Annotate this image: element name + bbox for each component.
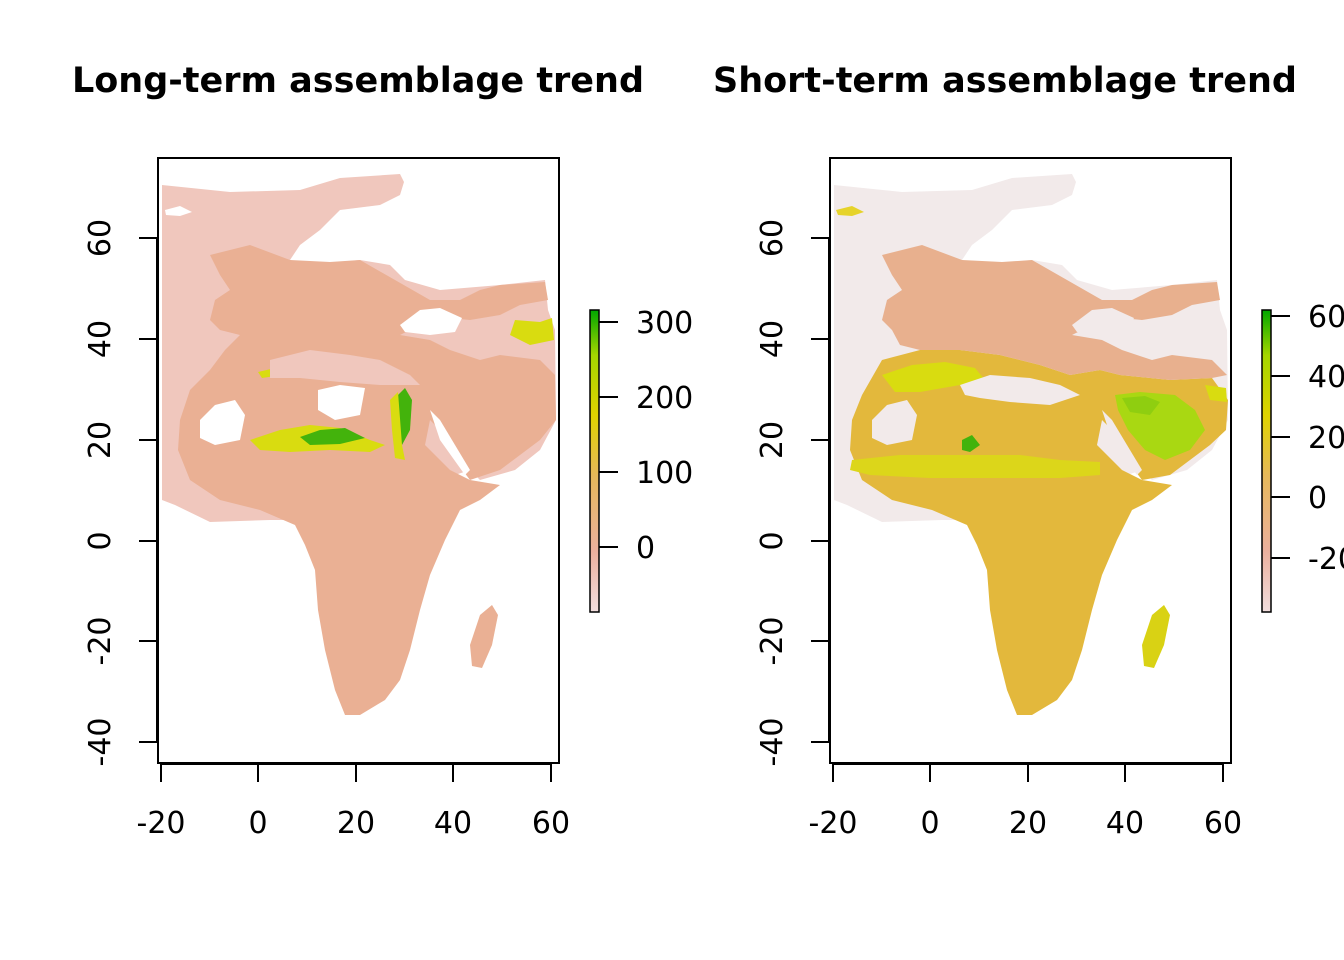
raster-europe: [882, 245, 1227, 380]
y-tick-label: 40: [83, 320, 118, 358]
raster-red-sea: [430, 410, 470, 475]
raster-land: [850, 350, 1228, 715]
raster-black-sea: [400, 308, 462, 335]
raster-madagascar: [470, 605, 498, 668]
x-tick-label: -20: [137, 806, 186, 841]
raster-nile-band: [390, 392, 405, 460]
x-tick-label: 60: [1204, 806, 1242, 841]
y-axis: [139, 237, 158, 743]
x-tick-label: 0: [920, 806, 939, 841]
raster-iceland: [165, 206, 192, 216]
legend-tick-label: 40: [1308, 360, 1344, 395]
raster-caucasus-high: [510, 318, 554, 345]
panel-short-term: Short-term assemblage trend: [713, 61, 1344, 841]
y-tick-labels: -40 -20 0 20 40 60: [83, 219, 118, 767]
raster-caspian-region: [1205, 385, 1227, 402]
raster-sahara-hotspot: [962, 435, 980, 452]
panel-title: Short-term assemblage trend: [713, 61, 1297, 101]
legend-tick-label: 20: [1308, 421, 1344, 456]
x-tick-label: 20: [337, 806, 375, 841]
legend-tick-label: 300: [636, 306, 693, 341]
x-tick-label: -20: [809, 806, 858, 841]
y-tick-label: 0: [83, 531, 118, 550]
x-tick-label: 0: [248, 806, 267, 841]
legend-colorbar: [589, 309, 600, 613]
panel-long-term: Long-term assemblage trend: [72, 61, 693, 841]
raster-sahara-lake-1: [872, 400, 917, 445]
raster-red-sea: [1102, 410, 1142, 475]
y-tick-label: -40: [83, 718, 118, 767]
x-tick-label: 40: [1106, 806, 1144, 841]
legend-colorbar: [1261, 309, 1272, 613]
map-raster: [162, 174, 556, 715]
y-tick-label: 0: [755, 531, 790, 550]
panel-title: Long-term assemblage trend: [72, 61, 644, 101]
legend-tick-label: 0: [636, 531, 655, 566]
x-tick-label: 60: [532, 806, 570, 841]
y-tick-label: 20: [755, 421, 790, 459]
raster-madagascar: [1142, 605, 1170, 668]
y-tick-label: 40: [755, 320, 790, 358]
x-tick-label: 20: [1009, 806, 1047, 841]
raster-mediterranean: [270, 350, 420, 385]
x-axis: [832, 763, 1224, 782]
legend-tick-label: 60: [1308, 300, 1344, 335]
raster-sahara-hotspot: [300, 428, 365, 445]
y-tick-label: 20: [83, 421, 118, 459]
legend-tick-label: -20: [1308, 542, 1344, 577]
y-tick-label: 60: [83, 219, 118, 257]
color-legend: 0 100 200 300: [589, 306, 693, 613]
raster-sahara-lake-2: [318, 385, 365, 420]
raster-sahel-band: [850, 455, 1100, 478]
color-legend: -20 0 20 40 60: [1261, 300, 1344, 613]
legend-tick-label: 100: [636, 456, 693, 491]
map-raster: [834, 174, 1228, 715]
y-tick-label: -20: [83, 617, 118, 666]
raster-iceland: [836, 206, 864, 216]
legend-tick-label: 200: [636, 381, 693, 416]
x-tick-label: 40: [434, 806, 472, 841]
raster-maghreb-high: [882, 362, 985, 392]
raster-black-sea: [1072, 308, 1134, 335]
y-tick-label: -20: [755, 617, 790, 666]
raster-arabia-hotspot: [1122, 396, 1160, 415]
x-tick-labels: -20 0 20 40 60: [809, 806, 1243, 841]
y-tick-label: 60: [755, 219, 790, 257]
y-tick-labels: -40 -20 0 20 40 60: [755, 219, 790, 767]
x-tick-labels: -20 0 20 40 60: [137, 806, 571, 841]
legend-tick-label: 0: [1308, 481, 1327, 516]
x-axis: [160, 763, 552, 782]
raster-mediterranean: [960, 375, 1080, 405]
y-tick-label: -40: [755, 718, 790, 767]
y-axis: [811, 237, 830, 743]
raster-sahara-lake-1: [200, 400, 245, 445]
